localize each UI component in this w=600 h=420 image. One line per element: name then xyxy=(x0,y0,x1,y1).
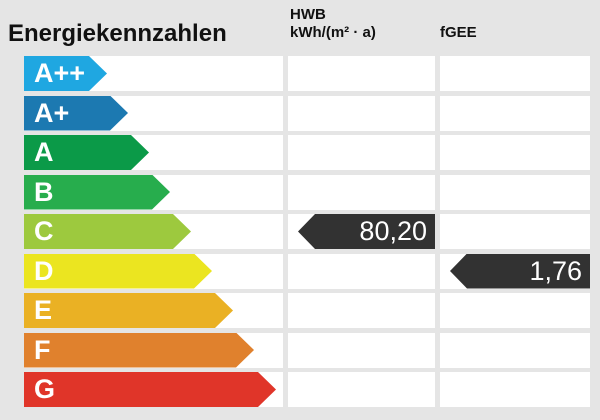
hwb-cell xyxy=(288,95,435,131)
energy-scale: A++ A+ A B C 80,20 D xyxy=(24,56,590,412)
hwb-cell xyxy=(288,372,435,407)
rating-bar-g: G xyxy=(24,372,276,407)
scale-cell: A+ xyxy=(24,95,283,131)
rating-bar-b: B xyxy=(24,175,170,210)
scale-cell: A xyxy=(24,135,283,170)
rating-bar-d: D xyxy=(24,254,212,289)
hwb-label-unit-line2: kWh/(m² · a) xyxy=(290,24,376,41)
rating-row-a: A xyxy=(24,135,590,170)
scale-cell: B xyxy=(24,174,283,210)
rating-row-a-plus-plus: A++ xyxy=(24,56,590,91)
rating-bar-a-plus: A+ xyxy=(24,96,128,131)
scale-cell: E xyxy=(24,293,283,328)
fgee-cell xyxy=(440,95,590,131)
rating-row-f: F xyxy=(24,332,590,368)
rating-bar-e: E xyxy=(24,293,233,328)
rating-bar-c: C xyxy=(24,214,191,249)
rating-bar-a: A xyxy=(24,135,149,170)
hwb-cell xyxy=(288,135,435,170)
hwb-cell xyxy=(288,332,435,368)
column-header-fgee: fGEE xyxy=(440,24,477,41)
scale-cell: A++ xyxy=(24,56,283,91)
scale-cell: F xyxy=(24,332,283,368)
rating-row-d: D 1,76 xyxy=(24,253,590,289)
scale-cell: D xyxy=(24,253,283,289)
rating-bar-a-plus-plus: A++ xyxy=(24,56,107,91)
hwb-value-badge: 80,20 xyxy=(298,214,435,249)
header: Energiekennzahlen HWB kWh/(m² · a) fGEE xyxy=(0,0,600,56)
hwb-cell: 80,20 xyxy=(288,214,435,249)
fgee-cell xyxy=(440,372,590,407)
rating-row-g: G xyxy=(24,372,590,407)
hwb-label-unit-line1: HWB xyxy=(290,6,326,23)
rating-row-c: C 80,20 xyxy=(24,214,590,249)
fgee-cell xyxy=(440,135,590,170)
page-title: Energiekennzahlen xyxy=(8,20,227,47)
rating-row-a-plus: A+ xyxy=(24,95,590,131)
rating-row-b: B xyxy=(24,174,590,210)
rating-row-e: E xyxy=(24,293,590,328)
fgee-cell xyxy=(440,214,590,249)
scale-cell: G xyxy=(24,372,283,407)
hwb-cell xyxy=(288,56,435,91)
fgee-cell xyxy=(440,332,590,368)
hwb-cell xyxy=(288,174,435,210)
hwb-cell xyxy=(288,253,435,289)
fgee-value-badge: 1,76 xyxy=(450,253,590,289)
hwb-cell xyxy=(288,293,435,328)
rating-bar-f: F xyxy=(24,333,254,368)
fgee-cell xyxy=(440,56,590,91)
column-header-hwb: HWB kWh/(m² · a) xyxy=(290,6,376,42)
fgee-cell: 1,76 xyxy=(440,253,590,289)
fgee-cell xyxy=(440,174,590,210)
fgee-cell xyxy=(440,293,590,328)
scale-cell: C xyxy=(24,214,283,249)
